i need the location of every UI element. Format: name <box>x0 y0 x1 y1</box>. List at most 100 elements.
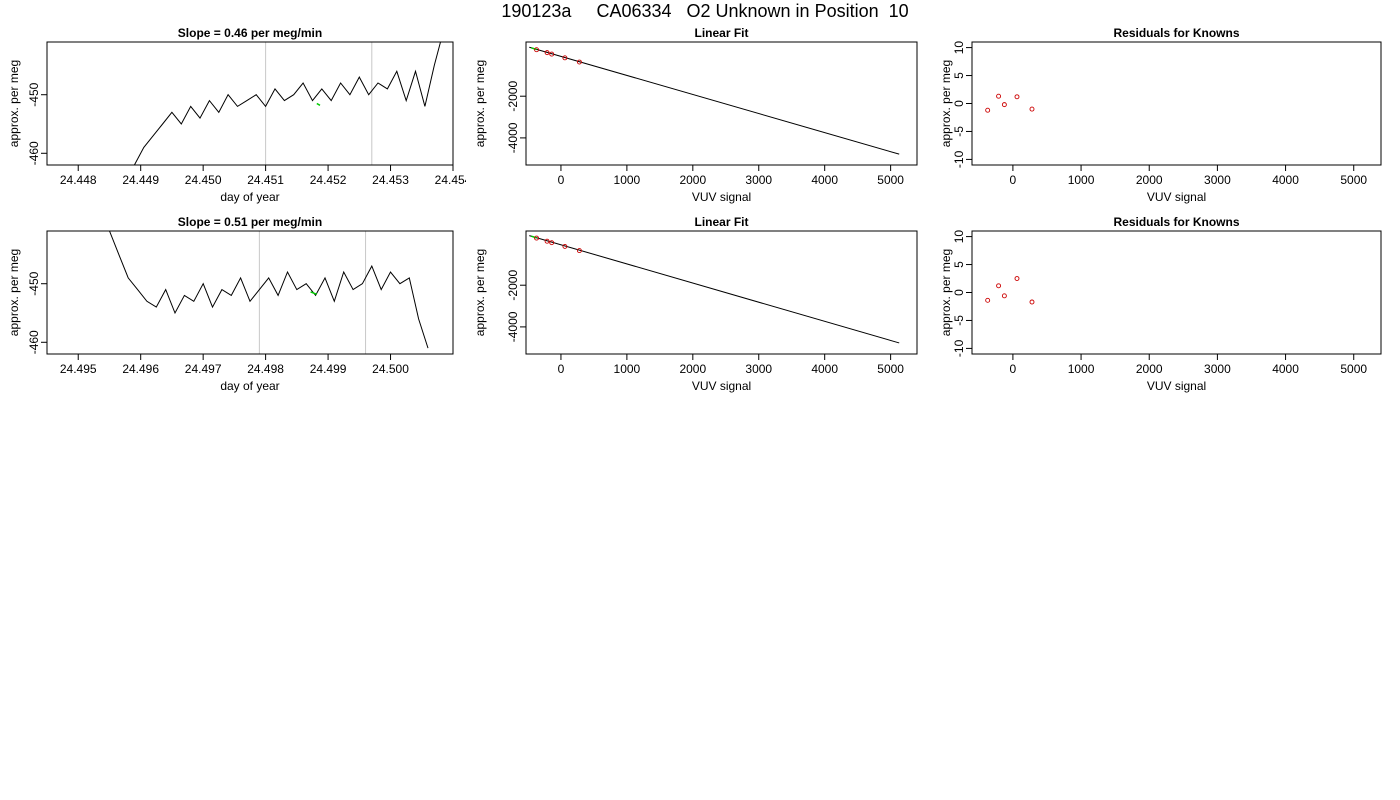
x-axis-label: day of year <box>220 379 279 393</box>
x-tick-label: 24.498 <box>247 362 284 376</box>
x-tick-label: 0 <box>1010 173 1017 187</box>
x-tick-label: 0 <box>1010 362 1017 376</box>
x-tick-label: 24.448 <box>60 173 97 187</box>
y-tick-label: -2000 <box>506 270 520 301</box>
fit-line <box>529 46 900 155</box>
y-tick-label: -5 <box>952 126 966 137</box>
data-point <box>985 297 991 303</box>
data-point <box>549 51 555 57</box>
x-tick-label: 3000 <box>745 362 772 376</box>
data-point <box>1029 106 1035 112</box>
x-tick-label: 2000 <box>679 173 706 187</box>
plot-frame <box>525 230 918 355</box>
data-point <box>562 55 568 61</box>
x-tick-label: 1000 <box>614 362 641 376</box>
y-tick-label: -460 <box>27 330 41 354</box>
plot-area <box>985 93 1035 113</box>
data-point <box>1001 102 1007 108</box>
y-tick-label: -450 <box>27 82 41 106</box>
x-tick-label: 24.454 <box>435 173 466 187</box>
chart-title: Residuals for Knowns <box>1113 26 1239 40</box>
x-tick-label: 1000 <box>1068 173 1095 187</box>
plot-area <box>529 235 900 344</box>
data-point <box>544 238 550 244</box>
y-tick-label: -4000 <box>506 122 520 153</box>
x-tick-label: 24.500 <box>372 362 409 376</box>
x-tick-label: 3000 <box>1204 362 1231 376</box>
x-tick-label: 3000 <box>745 173 772 187</box>
x-tick-label: 4000 <box>811 362 838 376</box>
x-tick-label: 4000 <box>1272 362 1299 376</box>
data-point <box>534 47 539 53</box>
data-point <box>549 240 555 246</box>
y-tick-label: -460 <box>27 141 41 165</box>
page-title: 190123a CA06334 O2 Unknown in Position 1… <box>501 1 909 21</box>
y-tick-label: 5 <box>952 72 966 79</box>
x-axis-label: VUV signal <box>1147 190 1206 204</box>
highlight-segment <box>531 47 537 51</box>
data-point <box>1029 299 1035 305</box>
data-point <box>1001 293 1007 299</box>
chart-title: Linear Fit <box>694 215 748 229</box>
y-axis-label: approx. per meg <box>939 60 953 147</box>
x-tick-label: 3000 <box>1204 173 1231 187</box>
chart-panel-6: Residuals for Knowns 0 1000 2000 3000 4000 500… <box>939 215 1382 393</box>
x-tick-label: 24.450 <box>185 173 222 187</box>
plot-frame <box>525 41 918 166</box>
x-tick-label: 2000 <box>679 362 706 376</box>
data-point <box>996 93 1002 99</box>
y-tick-label: 0 <box>952 100 966 107</box>
x-tick-label: 24.497 <box>185 362 222 376</box>
x-tick-label: 24.451 <box>247 173 284 187</box>
chart-title: Residuals for Knowns <box>1113 215 1239 229</box>
highlight-segment <box>531 235 537 239</box>
plot-area <box>133 42 441 165</box>
x-tick-label: 24.499 <box>310 362 347 376</box>
chart-panel-4: Slope = 0.51 per meg/min 24.495 24.496 24.4… <box>7 215 454 393</box>
fit-line <box>529 235 900 344</box>
y-tick-label: -10 <box>952 150 966 168</box>
highlight-segment <box>310 291 318 295</box>
plot-area <box>529 46 900 155</box>
x-axis-label: day of year <box>220 190 279 204</box>
x-tick-label: 5000 <box>877 173 904 187</box>
x-axis-label: VUV signal <box>1147 379 1206 393</box>
data-point <box>1014 94 1020 100</box>
y-tick-label: -5 <box>952 315 966 326</box>
x-tick-label: 24.453 <box>372 173 409 187</box>
chart-panel-3: Residuals for Knowns 0 1000 2000 3000 4000 500… <box>939 26 1382 204</box>
x-tick-label: 0 <box>558 362 565 376</box>
x-tick-label: 1000 <box>614 173 641 187</box>
chart-panel-5: Linear Fit 0 1000 2000 3000 4000 5000 -4000 -200… <box>473 215 918 393</box>
y-tick-label: -450 <box>27 271 41 295</box>
data-point <box>1014 276 1020 281</box>
x-tick-label: 5000 <box>1340 362 1367 376</box>
y-axis-label: approx. per meg <box>7 60 21 147</box>
plot-area <box>109 231 429 354</box>
x-tick-label: 4000 <box>1272 173 1299 187</box>
x-tick-label: 24.496 <box>122 362 159 376</box>
data-point <box>996 283 1002 289</box>
x-tick-label: 2000 <box>1136 173 1163 187</box>
plot-frame <box>971 230 1382 355</box>
chart-title: Linear Fit <box>694 26 748 40</box>
x-tick-label: 24.449 <box>122 173 159 187</box>
plot-area <box>985 276 1035 305</box>
x-axis-label: VUV signal <box>692 379 751 393</box>
data-point <box>576 59 582 65</box>
data-point <box>544 50 550 56</box>
y-axis-label: approx. per meg <box>7 249 21 336</box>
y-tick-label: 10 <box>952 41 966 55</box>
data-point <box>985 107 991 113</box>
x-tick-label: 24.452 <box>310 173 347 187</box>
x-tick-label: 5000 <box>877 362 904 376</box>
plot-frame <box>46 230 454 355</box>
series-line <box>109 231 429 349</box>
chart-panel-2: Linear Fit 0 1000 2000 3000 4000 5000 -4000 -200… <box>473 26 918 204</box>
x-tick-label: 2000 <box>1136 362 1163 376</box>
x-tick-label: 24.495 <box>60 362 97 376</box>
data-point <box>534 235 539 241</box>
x-tick-label: 5000 <box>1340 173 1367 187</box>
y-tick-label: 0 <box>952 289 966 296</box>
chart-title: Slope = 0.46 per meg/min <box>178 26 322 40</box>
